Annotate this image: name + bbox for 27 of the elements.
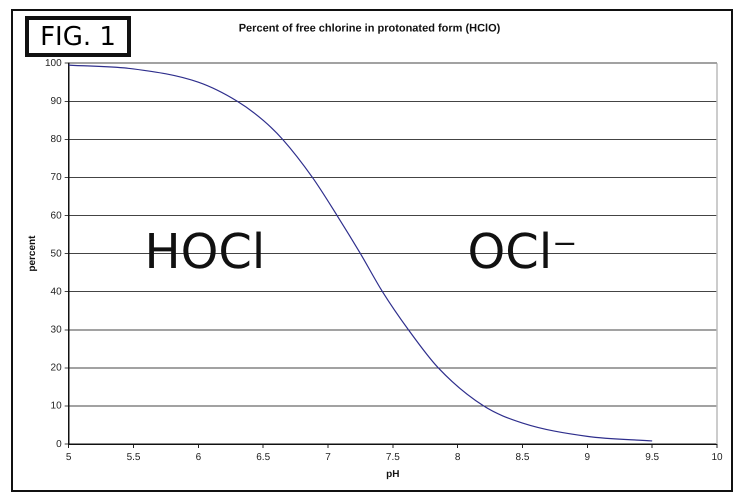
x-tick-label: 6: [196, 452, 202, 463]
y-tick-label: 30: [50, 324, 62, 336]
y-tick-label: 70: [50, 172, 62, 184]
x-tick-label: 5: [66, 452, 72, 463]
caption: FIG. 1: [25, 16, 131, 57]
y-tick-label: 90: [50, 96, 62, 108]
y-tick-label: 10: [50, 400, 62, 412]
x-tick-label: 7: [325, 452, 332, 463]
y-tick-label: 0: [56, 438, 62, 450]
x-tick-label: 9.5: [645, 452, 660, 463]
y-axis-title: percent: [26, 234, 38, 272]
x-tick-label: 9: [584, 452, 591, 463]
y-tick-label: 20: [50, 362, 62, 374]
chart-title: Percent of free chlorine in protonated form (HClO): [238, 22, 501, 35]
x-tick-label: 6.5: [256, 452, 271, 463]
x-tick-label: 8: [454, 452, 461, 463]
y-tick-label: 100: [44, 58, 62, 69]
y-tick-label: 40: [50, 286, 62, 298]
x-tick-label: 10: [711, 452, 723, 463]
x-tick-label: 5.5: [126, 452, 141, 463]
y-tick-label: 80: [50, 134, 62, 146]
y-tick-label: 50: [50, 248, 62, 260]
y-tick-label: 60: [50, 210, 62, 222]
x-axis-title: pH: [386, 468, 400, 480]
x-tick-label: 7.5: [386, 452, 400, 463]
line-series: [68, 64, 653, 442]
x-tick-label: 8.5: [516, 452, 530, 463]
